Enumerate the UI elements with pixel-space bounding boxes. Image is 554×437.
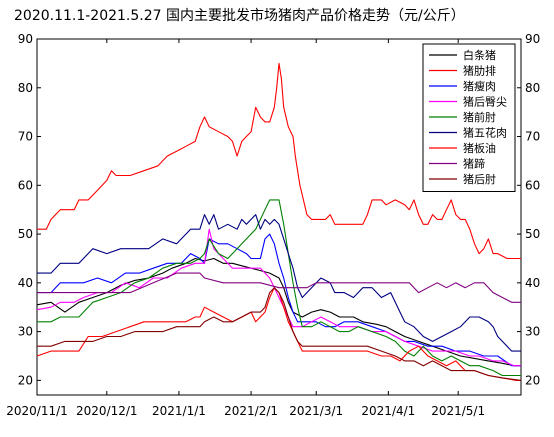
series-line-6	[37, 214, 521, 352]
legend-label: 猪后肘	[463, 172, 496, 186]
x-tick-label: 2021/2/1	[224, 404, 278, 418]
y-tick-label-left: 70	[18, 130, 33, 144]
legend-label: 猪前肘	[463, 110, 496, 124]
x-tick-label: 2021/4/1	[361, 404, 415, 418]
y-tick-label-left: 40	[18, 276, 33, 290]
series-line-7	[36, 287, 521, 381]
legend-label: 猪五花肉	[463, 127, 507, 140]
series-line-8	[37, 272, 521, 303]
x-tick-label: 2021/5/1	[431, 404, 485, 418]
y-tick-label-right: 30	[525, 325, 540, 339]
y-tick-label-left: 20	[18, 373, 33, 387]
legend-label: 猪肋排	[463, 64, 496, 78]
y-tick-label-right: 80	[525, 81, 540, 95]
y-tick-label-right: 40	[525, 276, 540, 290]
chart-title: 2020.11.1-2021.5.27 国内主要批发市场猪肉产品价格走势（元/公…	[14, 7, 465, 24]
y-tick-label-right: 50	[525, 227, 540, 241]
y-tick-label-left: 80	[18, 81, 33, 95]
legend-box	[422, 43, 516, 192]
x-tick-label: 2020/12/1	[76, 404, 138, 418]
y-tick-label-right: 60	[525, 178, 540, 192]
y-tick-label-right: 20	[525, 373, 540, 387]
series-layer	[36, 62, 522, 381]
x-tick-label: 2021/3/1	[289, 404, 343, 418]
legend-label: 猪板油	[463, 141, 496, 155]
series-line-9	[37, 287, 522, 381]
y-tick-label-left: 60	[18, 178, 33, 192]
legend-label: 猪蹄	[463, 157, 485, 171]
y-tick-label-left: 50	[18, 227, 33, 241]
plot-frame	[36, 38, 522, 396]
x-tick-label: 2020/11/1	[6, 404, 68, 418]
y-tick-label-right: 70	[525, 130, 540, 144]
series-line-1	[36, 257, 521, 367]
x-tick-label: 2021/1/1	[152, 404, 206, 418]
axes: 20 20 30 30 40 40 50 50 60 60 70 70 80 80 90 90 2020/11/…	[6, 32, 540, 418]
series-line-3	[37, 233, 521, 367]
y-tick-label-right: 90	[525, 32, 540, 46]
series-line-4	[36, 228, 521, 367]
legend-label: 猪瘦肉	[463, 79, 496, 93]
y-tick-label-left: 90	[18, 32, 33, 46]
legend-label: 白条猪	[463, 48, 496, 62]
series-line-2	[37, 62, 521, 260]
legend-label: 猪后臀尖	[463, 96, 507, 109]
y-tick-label-left: 30	[18, 325, 33, 339]
